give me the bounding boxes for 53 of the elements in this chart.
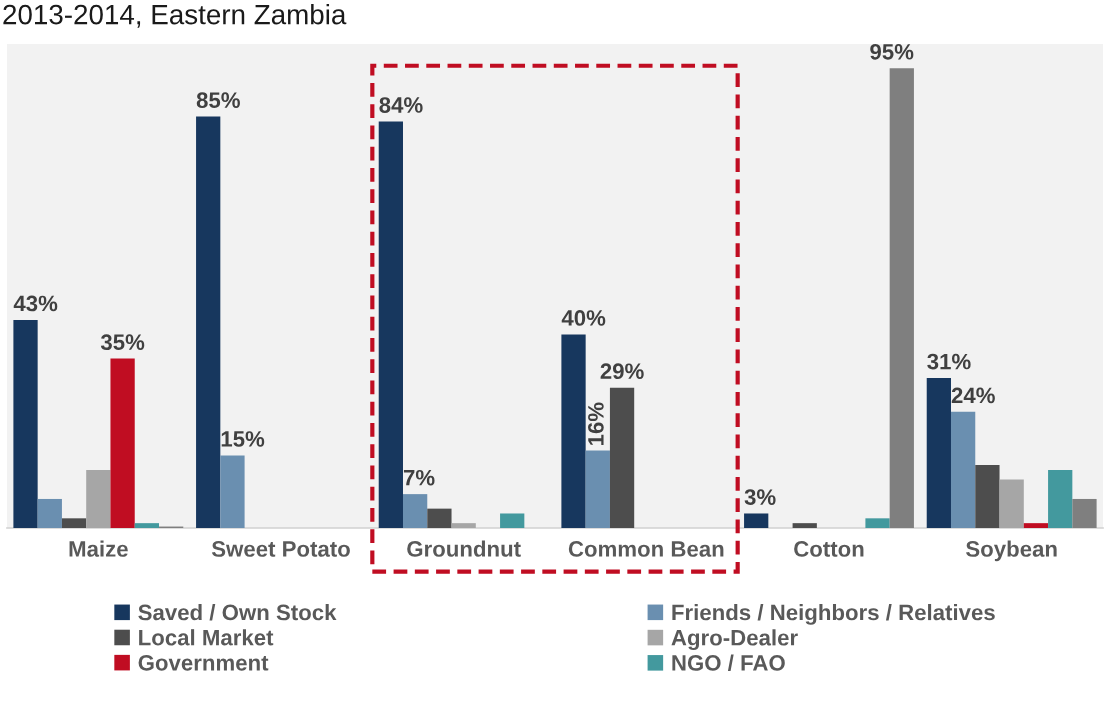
data-label: 29% [600, 363, 644, 380]
bar [561, 334, 586, 528]
bar [1048, 469, 1073, 528]
bar [1072, 498, 1097, 528]
bar [86, 469, 111, 528]
legend-label: NGO / FAO [672, 654, 785, 672]
x-tick-label: Maize [69, 540, 128, 557]
bar [220, 455, 245, 528]
x-tick-label: Groundnut [407, 540, 521, 557]
chart-title: 2013-2014, Eastern Zambia [3, 4, 347, 28]
bar [585, 450, 610, 528]
x-tick-label: Cotton [794, 541, 864, 557]
bar [427, 508, 452, 528]
data-label: 40% [561, 310, 606, 326]
data-label: 85% [196, 92, 240, 109]
data-label: 95% [870, 43, 914, 60]
bar [134, 523, 159, 528]
bar [792, 523, 817, 528]
bar [744, 513, 769, 528]
bar [999, 479, 1024, 528]
x-tick-label: Common Bean [568, 541, 724, 557]
bar [13, 319, 38, 528]
legend-label: Saved / Own Stock [138, 604, 337, 621]
bar [110, 358, 135, 528]
bar [951, 411, 976, 528]
bar [926, 377, 951, 528]
bar [1023, 523, 1049, 528]
legend-label: Government [138, 654, 269, 671]
bar [37, 498, 62, 528]
data-label: 3% [744, 489, 776, 505]
bar [865, 518, 890, 528]
data-label: 16% [588, 402, 604, 445]
x-tick-label: Sweet Potato [211, 541, 350, 557]
bar [196, 116, 221, 528]
data-label: 24% [951, 387, 995, 404]
bar [500, 513, 525, 528]
data-label: 15% [221, 431, 265, 447]
bar [609, 387, 635, 528]
bar [451, 523, 476, 528]
x-tick-label: Soybean [966, 540, 1057, 562]
bar [889, 68, 914, 528]
data-label: 84% [379, 97, 423, 113]
legend-label: Local Market [139, 629, 274, 646]
data-label: 43% [13, 295, 58, 312]
bar [975, 465, 1000, 528]
bar [61, 518, 87, 528]
legend-label: Agro-Dealer [671, 629, 798, 651]
bar [378, 121, 403, 528]
data-label: 31% [927, 353, 971, 370]
legend-label: Friends / Neighbors / Relatives [672, 604, 995, 625]
bar [403, 494, 428, 528]
data-label: 7% [403, 469, 435, 486]
data-label: 35% [100, 334, 145, 351]
